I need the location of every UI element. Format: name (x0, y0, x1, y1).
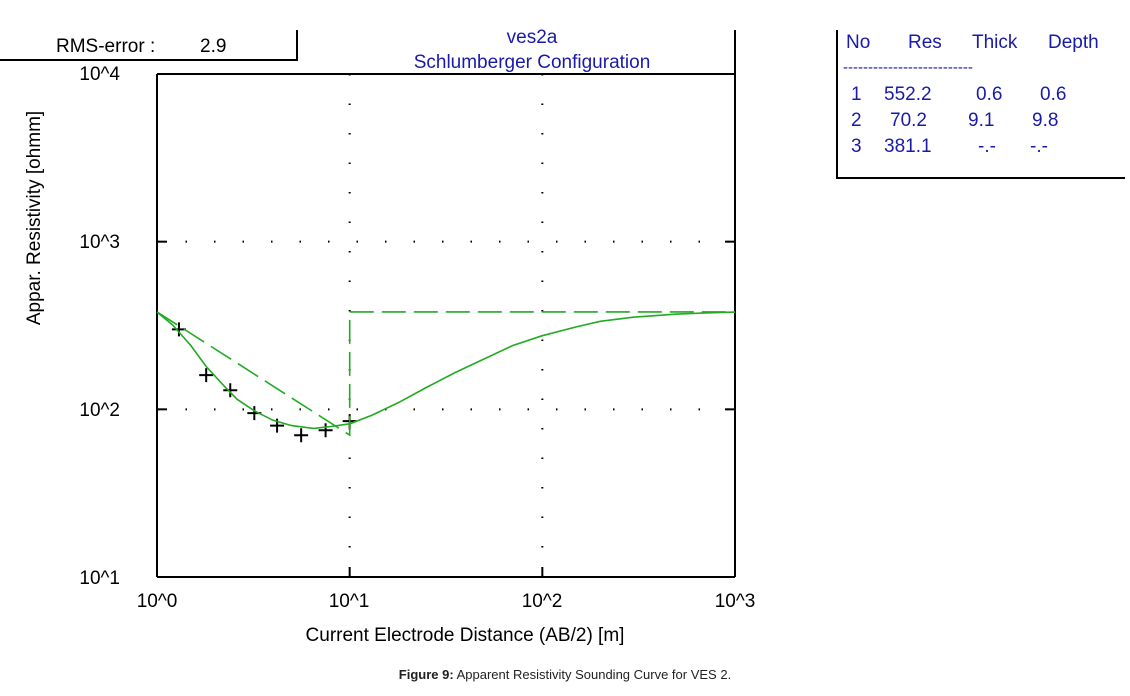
y-tick-labels: 10^4 10^3 10^2 10^1 (79, 64, 120, 589)
rms-error-box: RMS-error : 2.9 (0, 30, 298, 61)
y-tick-label: 10^2 (79, 400, 120, 421)
layer-table: No Res Thick Depth ---------------------… (836, 30, 1125, 179)
y-axis-title: Appar. Resistivity [ohmm] (24, 111, 45, 325)
calculated-curve-line (156, 311, 736, 430)
table-cell: 0.6 (976, 84, 1002, 105)
table-header-no: No (846, 32, 870, 53)
table-cell: 70.2 (890, 110, 927, 131)
rms-error-label: RMS-error : (56, 36, 155, 57)
table-cell: 0.6 (1040, 84, 1066, 105)
table-cell: -.- (978, 136, 996, 157)
observed-data-point (171, 322, 186, 337)
table-cell: -.- (1030, 136, 1048, 157)
table-cell: 9.1 (968, 110, 994, 131)
table-cell: 381.1 (884, 136, 932, 157)
table-header-res: Res (908, 32, 942, 53)
chart-title: ves2a (507, 27, 558, 48)
resistivity-chart: RMS-error : 2.9 ves2a Schlumberger Confi… (0, 27, 1125, 646)
plot-frame (156, 30, 736, 578)
axis-ticks (156, 73, 736, 578)
y-tick-label: 10^1 (79, 568, 120, 589)
x-tick-label: 10^1 (329, 591, 370, 612)
x-tick-labels: 10^0 10^1 10^2 10^3 (137, 591, 756, 612)
x-tick-label: 10^3 (715, 591, 756, 612)
y-tick-label: 10^3 (79, 232, 120, 253)
observed-data-point (199, 368, 214, 383)
plot-grid (157, 74, 735, 577)
x-tick-label: 10^0 (137, 591, 178, 612)
observed-data-point (223, 383, 238, 398)
caption-label: Figure 9: (398, 667, 454, 682)
table-separator: -------------------------- (843, 59, 973, 76)
rms-error-value: 2.9 (200, 36, 226, 57)
observed-data-point (318, 423, 333, 438)
caption-text: Apparent Resistivity Sounding Curve for … (453, 667, 732, 682)
table-cell: 9.8 (1032, 110, 1058, 131)
layer-model-line (156, 311, 735, 437)
x-tick-label: 10^2 (522, 591, 563, 612)
table-cell: 1 (851, 84, 862, 105)
table-header-depth: Depth (1048, 32, 1099, 53)
y-tick-label: 10^4 (79, 64, 120, 85)
x-axis-title: Current Electrode Distance (AB/2) [m] (306, 625, 625, 646)
chart-subtitle: Schlumberger Configuration (414, 52, 651, 73)
series-group (156, 311, 736, 443)
table-cell: 3 (851, 136, 862, 157)
table-cell: 2 (851, 110, 862, 131)
table-cell: 552.2 (884, 84, 932, 105)
table-header-thick: Thick (972, 32, 1018, 53)
observed-data-point (294, 428, 309, 443)
figure-caption: Figure 9: Apparent Resistivity Sounding … (0, 667, 1130, 682)
